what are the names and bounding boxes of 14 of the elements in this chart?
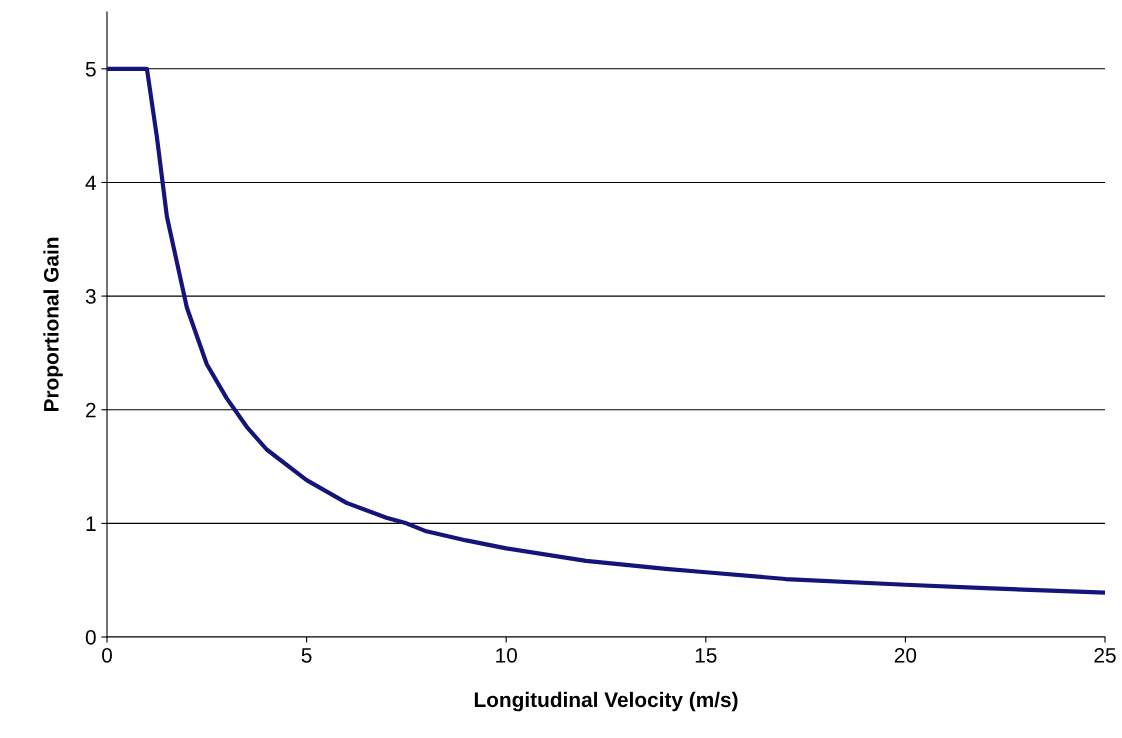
y-tick-label: 1 — [86, 516, 96, 531]
y-tick-label: 2 — [86, 402, 96, 418]
y-tick-label: 3 — [85, 289, 96, 304]
y-tick-label: 5 — [85, 62, 96, 77]
x-tick-label: 15 — [695, 648, 717, 663]
x-tick-label: 10 — [496, 647, 517, 663]
y-axis-title: Proportional Gain — [43, 237, 63, 412]
y-tick-label: 0 — [85, 630, 96, 645]
y-tick-label: 4 — [85, 175, 96, 190]
x-axis-title: Longitudinal Velocity (m/s) — [474, 691, 738, 712]
x-tick-label: 0 — [102, 647, 112, 663]
x-tick-label: 25 — [1094, 647, 1116, 663]
x-tick-label: 20 — [894, 647, 917, 663]
x-tick-label: 5 — [301, 648, 312, 663]
